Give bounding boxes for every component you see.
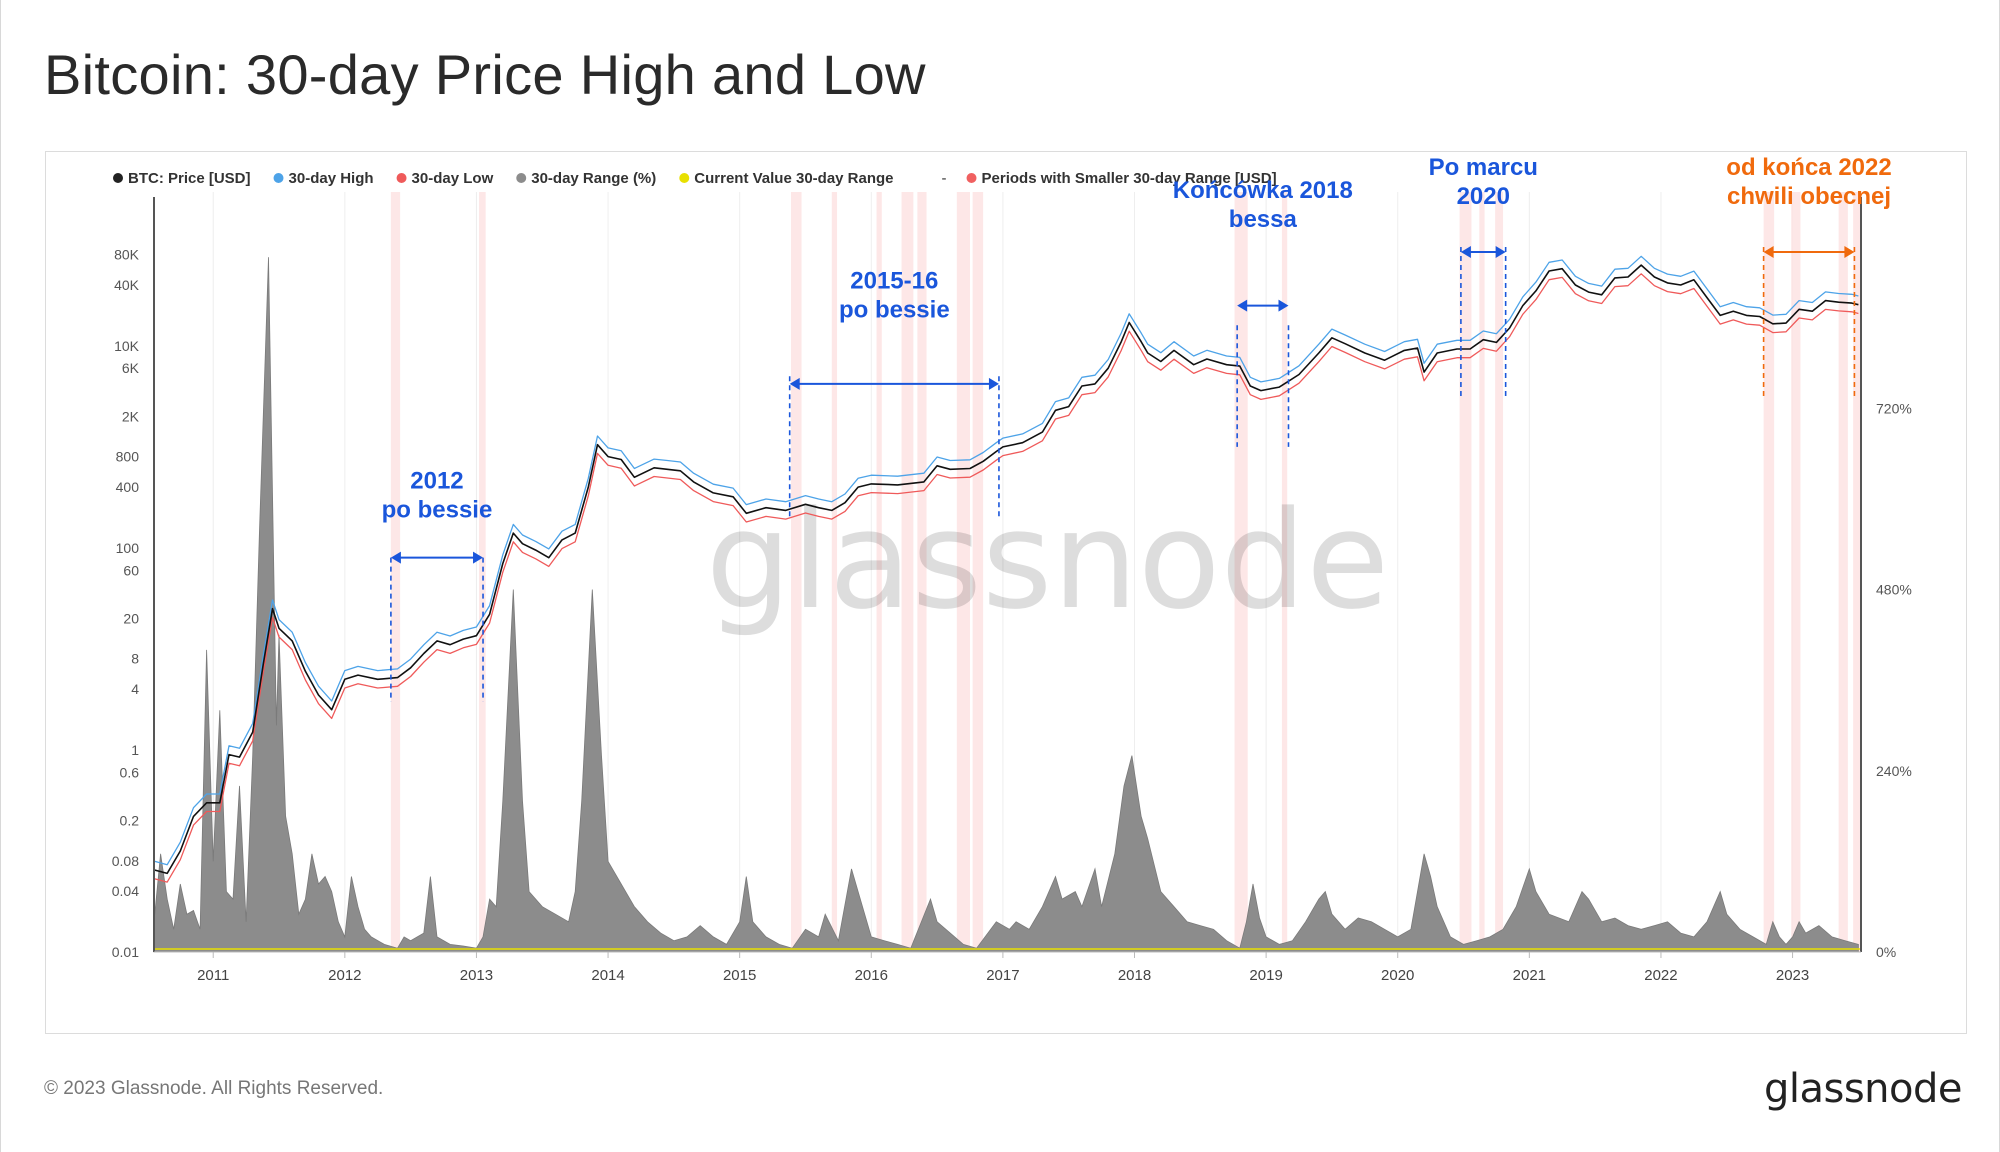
smaller-range-band [1281, 192, 1288, 952]
legend-label: 30-day Low [412, 170, 494, 187]
annotation-label: po bessie [382, 497, 493, 524]
smaller-range-band [790, 192, 802, 952]
brand-logo[interactable]: glassnode [1763, 1066, 1963, 1112]
smaller-range-band [1838, 192, 1848, 952]
y-right-tick-label: 480% [1876, 582, 1912, 598]
x-tick-label: 2014 [591, 967, 624, 984]
x-tick-label: 2013 [460, 967, 493, 984]
annotation-label: od końca 2022 [1726, 154, 1891, 181]
legend-marker [516, 173, 527, 183]
smaller-range-band [972, 192, 984, 952]
y-left-tick-label: 2K [122, 408, 140, 424]
annotation-arrowhead-right [1278, 299, 1289, 312]
chart-container: glassnode 0.01 0.04 0.08 0.2 0.6 1 4 8 20 60 100 400… [45, 151, 1967, 1034]
legend-label: Periods with Smaller 30-day Range [USD] [982, 170, 1277, 187]
y-left-tick-label: 60 [123, 562, 139, 578]
smaller-range-band [917, 192, 927, 952]
y-left-tick-label: 0.04 [112, 883, 139, 899]
annotation-label: bessa [1229, 206, 1298, 233]
smaller-range-band [390, 192, 401, 952]
y-left-tick-label: 0.01 [112, 944, 139, 960]
x-tick-label: 2022 [1644, 967, 1677, 984]
x-tick-label: 2012 [328, 967, 361, 984]
legend-label: BTC: Price [USD] [128, 170, 251, 187]
annotation-label: Po marcu [1429, 154, 1538, 181]
x-tick-label: 2023 [1776, 967, 1809, 984]
high-series-line [153, 255, 1859, 866]
page-frame-left [0, 0, 1, 1152]
annotation-arrowhead-right [1495, 246, 1506, 258]
y-left-tick-label: 0.6 [120, 764, 140, 780]
page-title: Bitcoin: 30-day Price High and Low [44, 43, 926, 106]
y-left-tick-label: 400 [116, 479, 140, 495]
legend-separator: - [942, 170, 947, 187]
legend-marker [966, 173, 977, 183]
legend-marker [396, 173, 407, 183]
y-left-tick-label: 0.2 [120, 813, 140, 829]
smaller-range-band [1495, 192, 1504, 952]
y-left-tick-label: 40K [114, 277, 140, 293]
annotation-label: Końcówka 2018 [1173, 177, 1353, 204]
y-left-tick-label: 80K [114, 247, 140, 263]
y-left-tick-label: 4 [131, 681, 139, 697]
annotation-arrowhead-left [1237, 299, 1248, 312]
legend-label: 30-day High [289, 170, 374, 187]
annotation-arrowhead-left [390, 551, 401, 564]
annotation-label: 2015-16 [850, 268, 938, 295]
legend-label: 30-day Range (%) [531, 170, 656, 187]
smaller-range-band [1763, 192, 1775, 952]
y-left-tick-label: 1 [131, 742, 139, 758]
low-series-line [153, 273, 1859, 883]
annotation-label: chwili obecnej [1727, 183, 1891, 210]
smaller-range-band [1459, 192, 1472, 952]
y-left-tick-label: 10K [114, 338, 140, 354]
legend-label: Current Value 30-day Range [694, 170, 893, 187]
y-right-tick-label: 240% [1876, 763, 1912, 779]
y-left-tick-label: 800 [116, 449, 140, 465]
legend-marker [113, 173, 123, 183]
y-left-tick-label: 100 [116, 540, 140, 556]
smaller-range-band [479, 192, 486, 952]
x-tick-label: 2011 [197, 967, 229, 984]
smaller-range-band [831, 192, 838, 952]
smaller-range-band [1853, 192, 1861, 952]
annotation-label: 2012 [410, 468, 463, 495]
x-tick-label: 2017 [986, 967, 1019, 984]
y-left-tick-label: 6K [122, 360, 140, 376]
x-tick-label: 2018 [1118, 967, 1151, 984]
y-left-tick-label: 8 [131, 651, 139, 667]
annotation-arrowhead-left [1763, 246, 1774, 258]
y-right-tick-label: 0% [1876, 944, 1896, 960]
y-right-tick-label: 720% [1876, 400, 1912, 416]
x-tick-label: 2019 [1249, 967, 1282, 984]
annotation-arrowhead-right [473, 551, 484, 564]
annotation-label: 2020 [1457, 183, 1510, 210]
chart-svg: glassnode0.010.040.080.20.61482060100400… [112, 154, 1912, 984]
smaller-range-band [1479, 192, 1485, 952]
x-tick-label: 2015 [723, 967, 756, 984]
annotation-label: po bessie [839, 297, 950, 324]
x-tick-label: 2020 [1381, 967, 1414, 984]
annotation-arrowhead-left [789, 377, 800, 390]
annotation-arrowhead-right [1844, 246, 1855, 258]
range-area-series [153, 257, 1859, 953]
legend-marker [273, 173, 284, 183]
y-left-tick-label: 0.08 [112, 853, 139, 869]
smaller-range-band [901, 192, 914, 952]
x-tick-label: 2021 [1513, 967, 1546, 984]
smaller-range-band [956, 192, 970, 952]
copyright-text: © 2023 Glassnode. All Rights Reserved. [44, 1078, 384, 1099]
price-series-line [153, 264, 1859, 875]
y-left-tick-label: 20 [123, 610, 139, 626]
smaller-range-band [1791, 192, 1801, 952]
annotation-arrowhead-right [988, 377, 999, 390]
annotation-arrowhead-left [1460, 246, 1471, 258]
smaller-range-band [876, 192, 882, 952]
x-tick-label: 2016 [855, 967, 888, 984]
legend-marker [679, 173, 690, 183]
